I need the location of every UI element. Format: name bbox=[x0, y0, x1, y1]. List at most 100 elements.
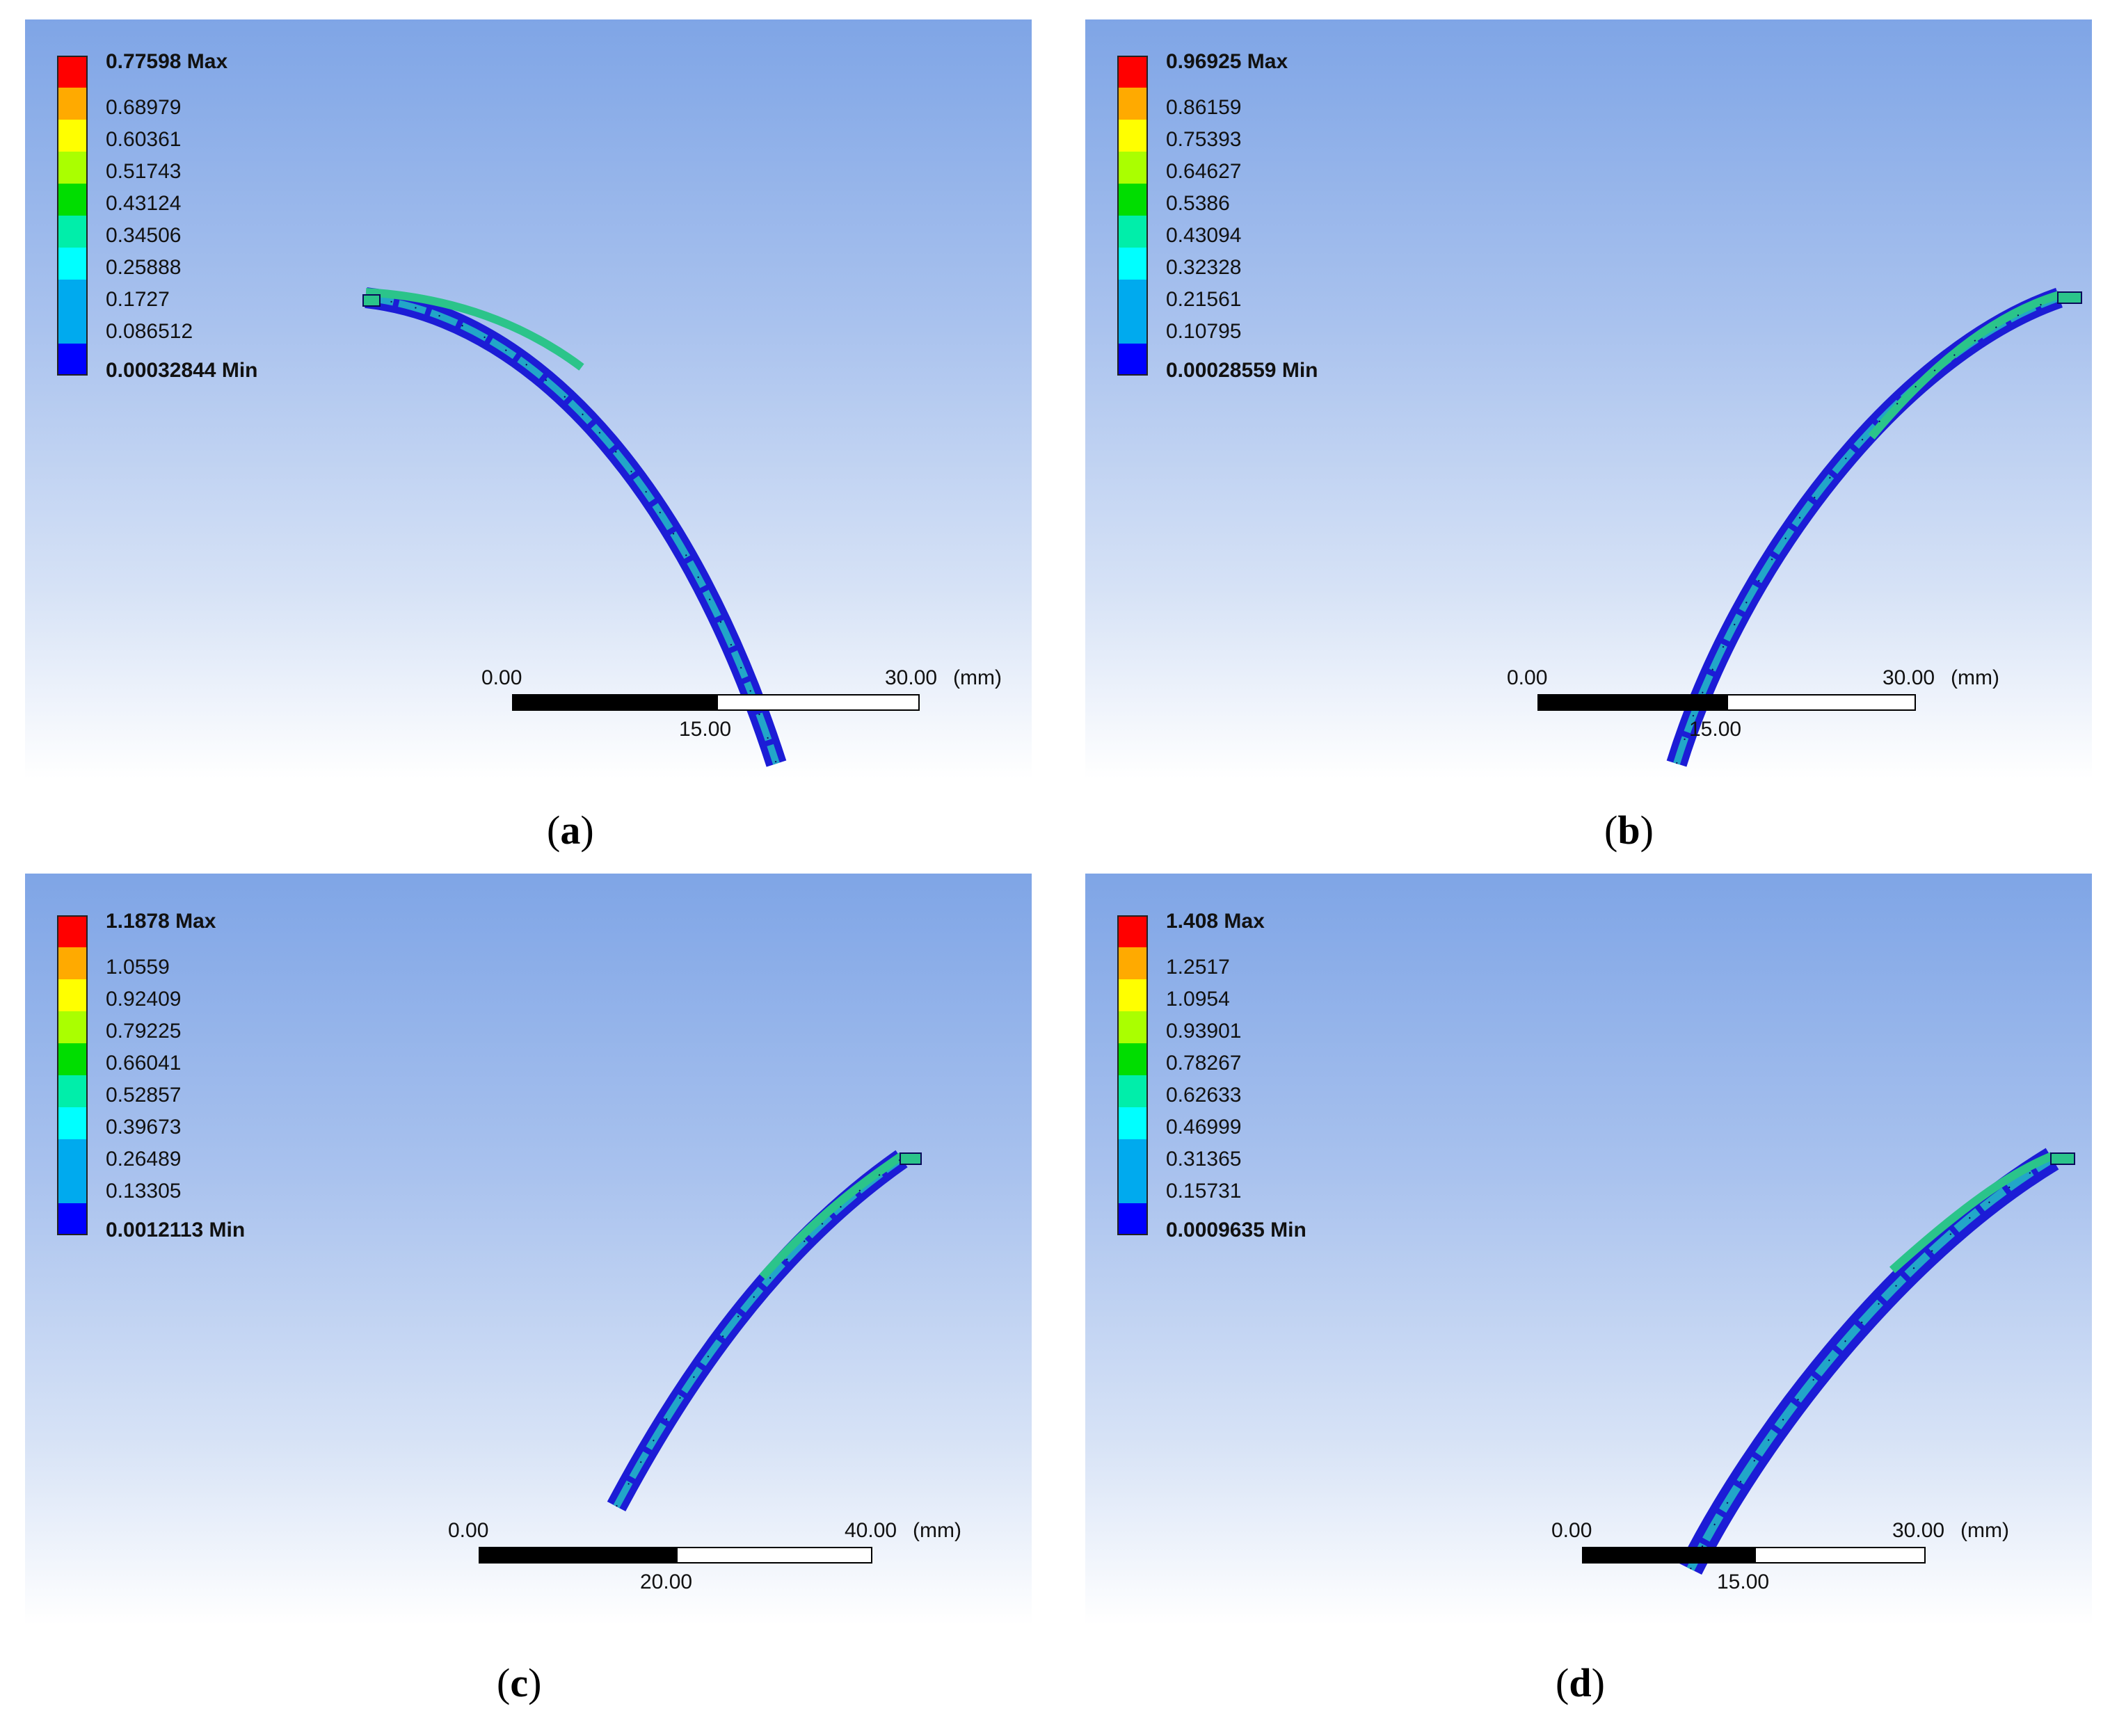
legend-value: 0.68979 bbox=[106, 96, 182, 119]
scale-start-label: 0.00 bbox=[448, 1519, 489, 1542]
legend-swatch bbox=[1117, 184, 1148, 216]
legend-swatch bbox=[1117, 312, 1148, 344]
scale-end-label: 30.00 bbox=[885, 666, 938, 689]
legend-value: 0.34506 bbox=[106, 224, 182, 247]
legend-value: 0.52857 bbox=[106, 1084, 182, 1107]
legend-value: 1.2517 bbox=[1166, 956, 1230, 979]
legend-min-label: 0.00032844 Min bbox=[106, 359, 258, 382]
scale-bar-white bbox=[1727, 694, 1916, 711]
scale-unit-label: (mm) bbox=[953, 666, 1002, 689]
legend-value: 0.13305 bbox=[106, 1180, 182, 1203]
legend-value: 0.31365 bbox=[1166, 1148, 1242, 1171]
legend-swatch bbox=[57, 120, 88, 152]
scale-end-label: 30.00 bbox=[1892, 1519, 1945, 1542]
legend-min-label: 0.0009635 Min bbox=[1166, 1219, 1306, 1241]
scale-end-label: 40.00 bbox=[845, 1519, 897, 1542]
scale-bar-white bbox=[717, 694, 920, 711]
legend-max-label: 1.1878 Max bbox=[106, 910, 216, 933]
deformed-beam bbox=[1666, 287, 2082, 767]
legend-value: 1.0954 bbox=[1166, 988, 1230, 1011]
legend-value: 0.64627 bbox=[1166, 160, 1242, 183]
legend-swatch bbox=[1117, 344, 1148, 376]
scale-bar-white bbox=[676, 1547, 872, 1564]
legend-swatch bbox=[1117, 947, 1148, 979]
legend-value: 0.25888 bbox=[106, 256, 182, 279]
legend-swatch bbox=[1117, 1011, 1148, 1043]
legend-value: 0.62633 bbox=[1166, 1084, 1242, 1107]
legend-value: 0.39673 bbox=[106, 1116, 182, 1139]
legend-swatch bbox=[1117, 56, 1148, 88]
scale-start-label: 0.00 bbox=[481, 666, 522, 689]
scale-bar-black bbox=[1582, 1547, 1755, 1564]
legend-value: 0.75393 bbox=[1166, 128, 1242, 151]
legend-swatch bbox=[1117, 88, 1148, 120]
legend-swatch bbox=[57, 344, 88, 376]
legend-swatch bbox=[57, 280, 88, 312]
legend-swatch bbox=[57, 1043, 88, 1075]
scale-bar-black bbox=[1537, 694, 1727, 711]
legend-value: 0.26489 bbox=[106, 1148, 182, 1171]
scale-unit-label: (mm) bbox=[1951, 666, 1999, 689]
scale-mid-label: 15.00 bbox=[1689, 718, 1742, 741]
legend-value: 0.5386 bbox=[1166, 192, 1230, 215]
legend-swatch bbox=[1117, 120, 1148, 152]
scale-bar-black bbox=[512, 694, 717, 711]
legend-value: 0.43124 bbox=[106, 192, 182, 215]
legend-swatch bbox=[1117, 1139, 1148, 1171]
deformed-beam bbox=[362, 287, 787, 767]
legend-value: 0.086512 bbox=[106, 320, 193, 343]
legend-swatch bbox=[1117, 152, 1148, 184]
scale-mid-label: 15.00 bbox=[1717, 1570, 1770, 1593]
legend-swatch bbox=[1117, 979, 1148, 1011]
legend-value: 0.43094 bbox=[1166, 224, 1242, 247]
legend-swatch bbox=[57, 152, 88, 184]
scale-bar-black bbox=[479, 1547, 676, 1564]
legend-swatch bbox=[1117, 248, 1148, 280]
legend-value: 0.92409 bbox=[106, 988, 182, 1011]
legend-value: 0.32328 bbox=[1166, 256, 1242, 279]
legend-swatch bbox=[1117, 1171, 1148, 1203]
legend-swatch bbox=[57, 979, 88, 1011]
legend-swatch bbox=[1117, 1203, 1148, 1235]
legend-swatch bbox=[57, 1203, 88, 1235]
legend-max-label: 0.77598 Max bbox=[106, 50, 228, 73]
legend-value: 1.0559 bbox=[106, 956, 170, 979]
legend-swatch bbox=[57, 947, 88, 979]
legend-value: 0.51743 bbox=[106, 160, 182, 183]
legend-swatch bbox=[1117, 915, 1148, 947]
panel-d: 1.408 Max 1.2517 1.0954 0.93901 0.78267 … bbox=[1085, 874, 2092, 1625]
caption-d: (d) bbox=[1556, 1660, 1605, 1705]
scale-unit-label: (mm) bbox=[913, 1519, 961, 1542]
legend-swatch bbox=[57, 1139, 88, 1171]
legend-swatch bbox=[1117, 1043, 1148, 1075]
deformed-beam bbox=[607, 1150, 922, 1512]
legend-swatch bbox=[1117, 1075, 1148, 1107]
legend-swatch bbox=[57, 1107, 88, 1139]
legend-swatch bbox=[57, 1075, 88, 1107]
scale-end-label: 30.00 bbox=[1883, 666, 1935, 689]
legend-value: 0.1727 bbox=[106, 288, 170, 311]
legend-value: 0.79225 bbox=[106, 1020, 182, 1043]
legend-min-label: 0.0012113 Min bbox=[106, 1219, 246, 1241]
legend-value: 0.60361 bbox=[106, 128, 182, 151]
legend-swatch bbox=[57, 248, 88, 280]
legend-max-label: 0.96925 Max bbox=[1166, 50, 1288, 73]
legend-value: 0.46999 bbox=[1166, 1116, 1242, 1139]
legend-min-label: 0.00028559 Min bbox=[1166, 359, 1318, 382]
caption-c: (c) bbox=[497, 1660, 542, 1705]
legend-swatch bbox=[57, 915, 88, 947]
legend-value: 0.78267 bbox=[1166, 1052, 1242, 1075]
panel-a: 0.77598 Max 0.68979 0.60361 0.51743 0.43… bbox=[25, 19, 1032, 779]
legend-swatch bbox=[1117, 280, 1148, 312]
caption-a: (a) bbox=[547, 807, 594, 853]
legend-value: 0.15731 bbox=[1166, 1180, 1242, 1203]
legend-swatch bbox=[57, 216, 88, 248]
legend-swatch bbox=[57, 1171, 88, 1203]
panel-b: 0.96925 Max 0.86159 0.75393 0.64627 0.53… bbox=[1085, 19, 2092, 779]
scale-mid-label: 15.00 bbox=[679, 718, 732, 741]
scale-mid-label: 20.00 bbox=[640, 1570, 693, 1593]
scale-bar-white bbox=[1755, 1547, 1926, 1564]
legend-swatch bbox=[57, 312, 88, 344]
legend-swatch bbox=[57, 56, 88, 88]
legend-max-label: 1.408 Max bbox=[1166, 910, 1265, 933]
